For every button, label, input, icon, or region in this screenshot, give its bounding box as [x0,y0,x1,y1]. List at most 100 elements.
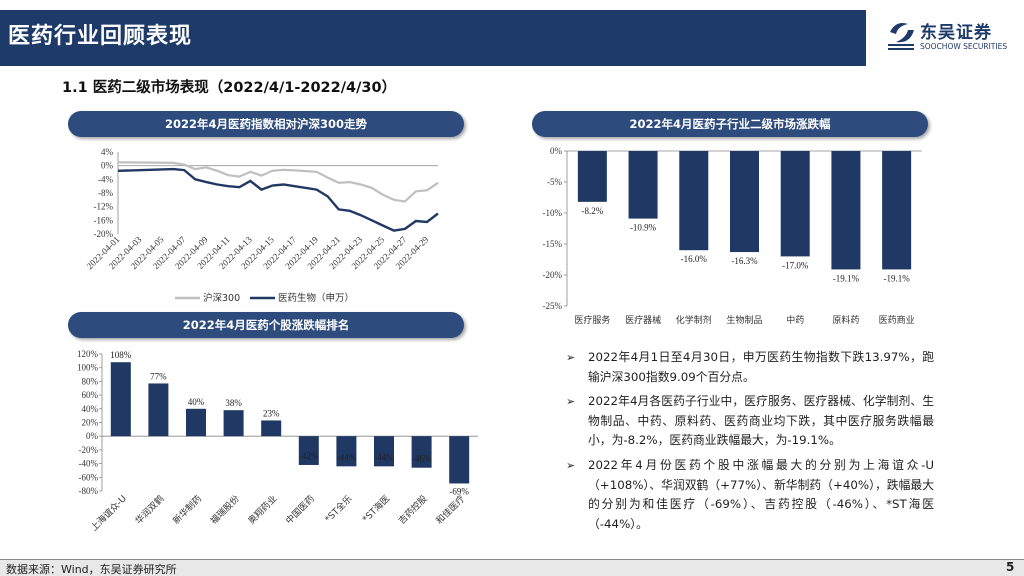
x-tick-label: 中国医药 [283,493,317,527]
commentary-text: 2022年4月份医药个股中涨幅最大的分别为上海谊众-U（+108%）、华润双鹤（… [588,457,934,531]
bar [780,151,810,257]
bar [223,410,244,437]
data-label: -42% [299,451,319,461]
bar [679,151,709,251]
y-tick-label: 0% [86,431,99,441]
y-tick-label: -4% [98,174,113,184]
y-tick-label: -16% [94,215,114,225]
y-tick-label: -12% [94,202,114,212]
y-tick-label: 20% [82,418,99,428]
y-tick-label: -25% [543,301,563,311]
y-tick-label: 80% [82,376,99,386]
data-label: 108% [110,350,132,360]
footer-bar [0,560,1024,576]
data-label: -46% [412,454,432,464]
commentary-list: ➢ 2022年4月1日至4月30日，申万医药生物指数下跌13.97%，跑输沪深30… [562,348,934,539]
x-tick-label: 中药 [786,314,804,326]
y-tick-label: -8% [98,188,113,198]
data-label: 77% [150,371,167,381]
bar [110,362,131,437]
data-label: -16.3% [731,256,758,266]
y-tick-label: -5% [547,177,562,187]
data-label: -69% [449,486,469,496]
stock-chart-title: 2022年4月医药个股涨跌幅排名 [68,312,464,338]
series-line-1 [117,167,439,232]
data-label: 40% [188,397,205,407]
data-label: -8.2% [581,206,603,216]
bullet-arrow-icon: ➢ [566,395,576,409]
bullet-arrow-icon: ➢ [566,458,576,472]
data-label: -10.9% [630,223,657,233]
bar [831,151,861,270]
x-tick-label: 医疗器械 [625,314,661,326]
bar [148,383,169,437]
bullet-arrow-icon: ➢ [566,351,576,364]
data-label: 38% [225,398,242,408]
y-tick-label: -10% [543,208,563,218]
logo-mark-icon [888,23,914,50]
y-tick-label: 100% [77,363,99,373]
x-tick-label: 生物制品 [726,314,762,326]
brand-logo: 东吴证券 SOOCHOW SECURITIES [886,18,1018,58]
x-tick-label: *ST全乐 [322,493,354,525]
y-tick-label: -20% [94,229,114,239]
bar [449,436,470,484]
x-tick-label: 华润双鹤 [133,493,167,527]
commentary-text: 2022年4月各医药子行业中，医疗服务、医疗器械、化学制剂、生物制品、中药、原料… [588,394,934,448]
logo-text-cn: 东吴证券 [920,23,992,43]
x-tick-label: 吉药控股 [396,493,430,527]
footer-divider [0,559,1024,560]
x-tick-label: 和佳医疗 [433,493,467,527]
legend-label-1: 医药生物（申万） [278,292,354,304]
commentary-item: ➢ 2022年4月份医药个股中涨幅最大的分别为上海谊众-U（+108%）、华润双鹤… [562,456,934,534]
x-tick-label: 上海谊众-U [88,493,129,534]
bar [577,151,607,202]
y-tick-label: 40% [82,404,99,414]
data-label: 23% [263,408,280,418]
stock-chart: 120% 100% 80% 60% 40% 20% 0% -20% -40% -60% -80% 10… [77,349,478,534]
legend-label-0: 沪深300 [203,292,240,304]
bar [411,436,432,468]
data-label: -19.1% [884,273,911,283]
y-tick-label: 0% [550,146,563,156]
x-tick-label: 医药商业 [879,314,915,326]
line-chart-title: 2022年4月医药指数相对沪深300走势 [68,111,464,137]
y-tick-label: -20% [79,445,99,455]
bar [261,420,282,437]
page-title: 医药行业回顾表现 [8,24,193,49]
section-title: 1.1 医药二级市场表现（2022/4/1-2022/4/30） [62,80,397,96]
y-tick-label: 0% [101,161,114,171]
y-tick-label: -15% [543,239,563,249]
sector-chart-title: 2022年4月医药子行业二级市场涨跌幅 [532,111,928,137]
header-bar [0,10,866,66]
bar [186,408,206,437]
y-tick-label: -60% [79,472,99,482]
y-tick-label: -80% [79,486,99,496]
data-source: 数据来源：Wind，东吴证券研究所 [6,563,177,576]
bar [730,151,759,253]
line-chart: 4%0%-4%-8%-12%-16%-20%2022-04-012022-04-… [85,147,439,304]
bar [336,436,357,467]
bar [882,151,912,270]
bar [374,436,394,467]
data-label: -16.0% [681,254,708,264]
x-tick-label: 化学制剂 [676,314,712,326]
y-tick-label: -40% [79,459,99,469]
x-tick-label: *ST海医 [360,493,392,525]
x-tick-label: 新华制药 [170,493,204,527]
y-tick-label: 120% [77,349,99,359]
logo-text-en: SOOCHOW SECURITIES [920,42,1008,51]
y-tick-label: 4% [101,147,114,157]
series-line-0 [117,161,439,203]
data-label: -19.1% [833,273,860,283]
y-tick-label: -20% [543,270,563,280]
x-tick-label: 奥翔药业 [245,493,279,527]
data-label: -44% [374,452,394,462]
bar [298,436,319,465]
commentary-item: ➢ 2022年4月1日至4月30日，申万医药生物指数下跌13.97%，跑输沪深30… [562,348,934,387]
x-tick-label: 福瑞股份 [208,493,242,527]
data-label: -17.0% [782,260,809,270]
x-tick-label: 原料药 [832,314,859,326]
data-label: -44% [337,452,357,462]
commentary-item: ➢ 2022年4月各医药子行业中，医疗服务、医疗器械、化学制剂、生物制品、中药、原… [562,392,934,451]
